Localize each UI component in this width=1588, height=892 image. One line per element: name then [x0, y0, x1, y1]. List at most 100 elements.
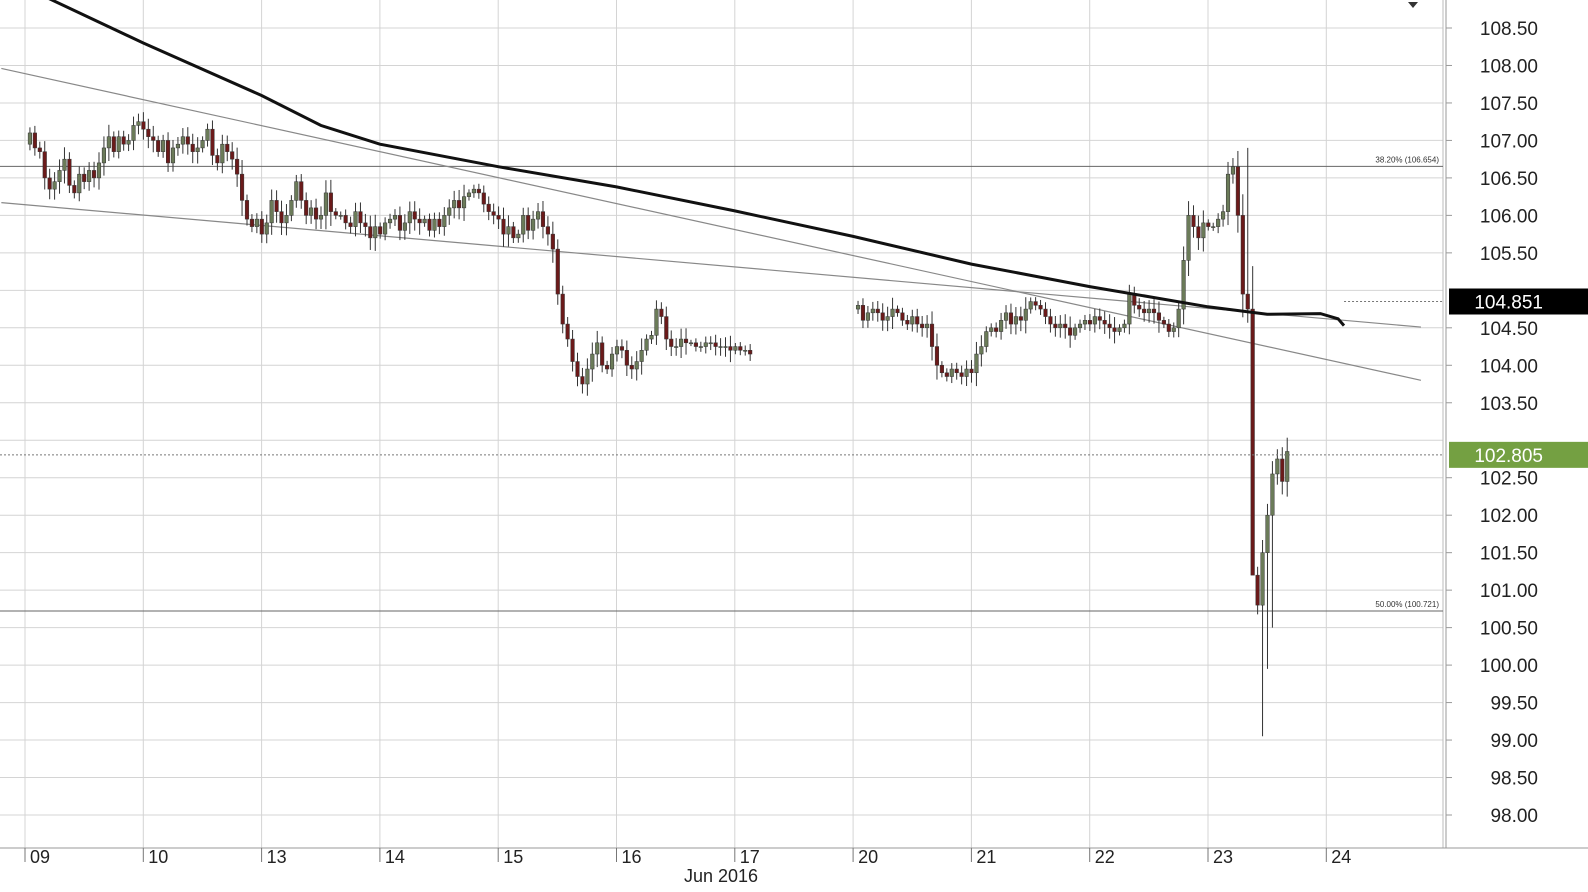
candle — [999, 312, 1004, 340]
candle-body — [905, 320, 910, 325]
y-axis-tick-label: 107.00 — [1480, 131, 1538, 152]
candle — [481, 185, 486, 213]
candle-body — [1112, 327, 1117, 332]
candle — [427, 213, 432, 237]
candle-body — [32, 132, 37, 149]
candle — [949, 363, 954, 384]
candle-body — [698, 346, 703, 348]
candle-body — [151, 136, 156, 141]
candle-body — [106, 136, 111, 149]
candle — [82, 167, 87, 190]
candle — [289, 195, 294, 222]
candle — [1280, 447, 1285, 495]
candle-body — [999, 320, 1004, 332]
candle — [37, 141, 42, 159]
x-axis-tick-label: 21 — [976, 847, 996, 867]
y-axis-tick-label: 103.50 — [1480, 394, 1538, 415]
candle-body — [949, 368, 954, 377]
candle — [614, 339, 620, 362]
candle — [486, 196, 491, 221]
candle — [875, 301, 880, 322]
candle-body — [959, 372, 964, 377]
y-axis: 108.50 108.00 107.50 107.00 106.50 106.00 105.… — [1445, 0, 1538, 848]
candle-body — [87, 170, 92, 182]
candle — [190, 133, 195, 164]
candle-body — [600, 342, 605, 366]
candle — [383, 217, 388, 241]
candle — [540, 200, 546, 239]
x-axis: 09 10 13 14 15 16 17 20 21 22 23 24 Jun 2016 — [24, 847, 1351, 886]
candle — [215, 148, 220, 171]
y-axis-tick-label: 104.50 — [1480, 319, 1538, 340]
candle — [254, 213, 259, 234]
candle — [516, 229, 521, 243]
candle — [550, 221, 555, 263]
candle — [96, 152, 102, 190]
candle — [748, 344, 753, 361]
candle-body — [545, 226, 550, 235]
candle-body — [101, 147, 106, 164]
candle-body — [185, 136, 190, 145]
candle-body — [116, 136, 121, 152]
candle-body — [1211, 226, 1216, 228]
candle-body — [1201, 222, 1206, 239]
candle-body — [531, 218, 536, 231]
y-axis-tick-label: 99.00 — [1490, 731, 1538, 752]
x-axis-tick-label: 23 — [1213, 847, 1233, 867]
candle-body — [432, 218, 437, 231]
candle-body — [47, 177, 52, 190]
candle-body — [1102, 320, 1107, 325]
candle-body — [1127, 293, 1132, 325]
candle-body — [1221, 211, 1226, 220]
candle-body — [1018, 316, 1023, 321]
candle — [111, 131, 116, 158]
candle — [368, 215, 373, 250]
candle-body — [457, 200, 462, 209]
candle-body — [442, 215, 447, 227]
x-axis-month-label: Jun 2016 — [684, 866, 758, 886]
candle — [708, 336, 713, 351]
candle — [323, 180, 328, 230]
candle-body — [1275, 458, 1280, 475]
candle-body — [180, 136, 185, 145]
candle — [1147, 300, 1152, 323]
candle-body — [979, 346, 984, 355]
ma-value-label: 104.851 — [1474, 293, 1543, 314]
candle-body — [353, 211, 358, 227]
candle-body — [1285, 451, 1290, 482]
candle — [644, 334, 649, 356]
fib-level-label: 50.00% (100.721) — [1375, 600, 1439, 609]
candle-body — [363, 222, 368, 227]
candle-body — [1240, 215, 1245, 295]
candle — [437, 212, 442, 235]
candle-body — [733, 346, 738, 351]
candle — [890, 297, 895, 330]
candle — [1092, 308, 1097, 333]
candle — [333, 208, 338, 220]
candle — [865, 305, 870, 328]
candle — [27, 127, 32, 151]
candle-body — [1117, 327, 1122, 332]
candle — [954, 362, 959, 380]
candle-body — [516, 233, 521, 239]
candle — [452, 190, 457, 219]
candle-body — [259, 218, 264, 235]
candle — [944, 368, 949, 382]
candle — [939, 361, 944, 378]
candle-body — [723, 346, 728, 348]
candle — [964, 360, 969, 387]
candle — [1068, 316, 1073, 348]
candle-body — [974, 353, 979, 374]
candle-body — [284, 215, 289, 224]
candle — [860, 298, 866, 329]
candle-body — [244, 200, 250, 220]
candle — [639, 338, 644, 375]
candle — [1033, 297, 1038, 311]
candle — [1196, 215, 1201, 250]
candle — [688, 339, 694, 347]
candle-body — [141, 121, 146, 130]
candle — [511, 221, 516, 244]
candle-body — [1097, 316, 1102, 321]
candle-body — [314, 207, 319, 220]
candle — [664, 306, 669, 351]
